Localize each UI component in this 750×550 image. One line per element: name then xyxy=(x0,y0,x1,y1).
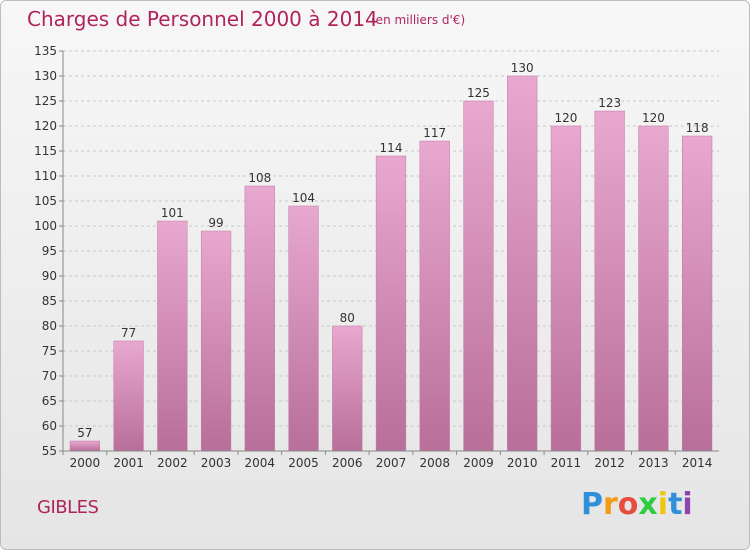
y-tick-label: 125 xyxy=(34,94,57,108)
chart-unit: (en milliers d'€) xyxy=(371,13,466,27)
bar-2009 xyxy=(463,100,494,452)
bar-2006 xyxy=(332,325,363,452)
logo-letter: r xyxy=(603,487,618,522)
x-tick-label-2007: 2007 xyxy=(376,456,407,470)
y-tick-label: 100 xyxy=(34,219,57,233)
bar-2012 xyxy=(594,110,625,452)
data-label-2010: 130 xyxy=(511,61,534,75)
y-tick-label: 85 xyxy=(42,294,57,308)
x-tick-label-2003: 2003 xyxy=(201,456,232,470)
y-tick-label: 70 xyxy=(42,369,57,383)
logo-letter: x xyxy=(638,487,658,522)
logo-letter: t xyxy=(668,487,683,522)
data-label-2002: 101 xyxy=(161,206,184,220)
bar-2002 xyxy=(157,220,188,452)
x-tick-label-2011: 2011 xyxy=(551,456,582,470)
bar-2013 xyxy=(638,125,669,452)
bar-2001 xyxy=(113,340,144,452)
y-tick-label: 95 xyxy=(42,244,57,258)
y-axis-ticks: 55 60 65 70 75 80 85 90 95 100 105 110 115 120 125 130 1… xyxy=(34,44,63,458)
bar-2010 xyxy=(507,75,538,452)
x-tick-label-2009: 2009 xyxy=(463,456,494,470)
bar-2008 xyxy=(419,140,450,452)
bar-2004 xyxy=(244,185,275,452)
data-label-2005: 104 xyxy=(292,191,315,205)
data-labels: 57 77 101 99 108 104 80 114 117 125 130 120 123 120 11… xyxy=(77,61,708,440)
data-label-2014: 118 xyxy=(686,121,709,135)
data-label-2003: 99 xyxy=(208,216,223,230)
chart-title: Charges de Personnel 2000 à 2014 xyxy=(27,7,378,31)
x-tick-label-2001: 2001 xyxy=(113,456,144,470)
x-tick-label-2013: 2013 xyxy=(638,456,669,470)
logo-letter: P xyxy=(581,487,603,522)
y-tick-label: 80 xyxy=(42,319,57,333)
data-label-2007: 114 xyxy=(380,141,403,155)
y-tick-label: 65 xyxy=(42,394,57,408)
data-label-2001: 77 xyxy=(121,326,136,340)
x-tick-label-2012: 2012 xyxy=(594,456,625,470)
data-label-2008: 117 xyxy=(423,126,446,140)
y-tick-label: 90 xyxy=(42,269,57,283)
y-tick-label: 110 xyxy=(34,169,57,183)
y-tick-label: 135 xyxy=(34,44,57,58)
logo-letter: i xyxy=(682,487,693,522)
x-axis-ticks: 2000 2001 2002 2003 2004 2005 2006 2007 2008 2009… xyxy=(62,451,713,470)
bar-2003 xyxy=(200,230,232,452)
bar-2007 xyxy=(375,155,407,452)
bar-2000 xyxy=(69,440,100,452)
x-tick-label-2006: 2006 xyxy=(332,456,363,470)
x-tick-label-2010: 2010 xyxy=(507,456,538,470)
data-label-2006: 80 xyxy=(340,311,355,325)
x-tick-label-2005: 2005 xyxy=(288,456,319,470)
x-tick-label-2014: 2014 xyxy=(682,456,713,470)
y-tick-label: 60 xyxy=(42,419,57,433)
bar-2014 xyxy=(682,135,713,452)
x-tick-label-2000: 2000 xyxy=(70,456,101,470)
y-tick-label: 120 xyxy=(34,119,57,133)
x-tick-label-2004: 2004 xyxy=(245,456,276,470)
bars xyxy=(69,75,713,452)
data-label-2009: 125 xyxy=(467,86,490,100)
y-tick-label: 55 xyxy=(42,444,57,458)
proxiti-logo: Proxiti xyxy=(581,487,693,522)
logo-letter: i xyxy=(657,487,669,522)
y-tick-label: 115 xyxy=(34,144,57,158)
logo-letter: o xyxy=(617,487,639,522)
data-label-2004: 108 xyxy=(248,171,271,185)
x-tick-label-2008: 2008 xyxy=(419,456,450,470)
town-name: GIBLES xyxy=(37,497,99,518)
data-label-2011: 120 xyxy=(554,111,577,125)
data-label-2013: 120 xyxy=(642,111,665,125)
x-tick-label-2002: 2002 xyxy=(157,456,188,470)
bar-2005 xyxy=(288,205,319,452)
bar-2011 xyxy=(550,125,582,452)
data-label-2000: 57 xyxy=(77,426,92,440)
y-tick-label: 75 xyxy=(42,344,57,358)
data-label-2012: 123 xyxy=(598,96,621,110)
y-tick-label: 130 xyxy=(34,69,57,83)
y-tick-label: 105 xyxy=(34,194,57,208)
